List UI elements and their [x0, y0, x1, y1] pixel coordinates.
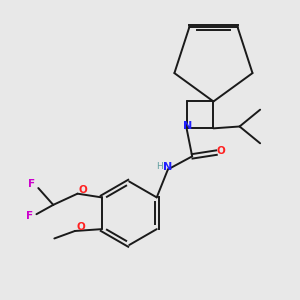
Text: F: F [26, 211, 33, 221]
Text: O: O [217, 146, 226, 156]
Text: O: O [76, 222, 85, 232]
Text: F: F [28, 179, 35, 189]
Text: O: O [79, 185, 88, 195]
Text: N: N [183, 121, 193, 131]
Text: H: H [156, 162, 163, 171]
Text: N: N [163, 162, 172, 172]
